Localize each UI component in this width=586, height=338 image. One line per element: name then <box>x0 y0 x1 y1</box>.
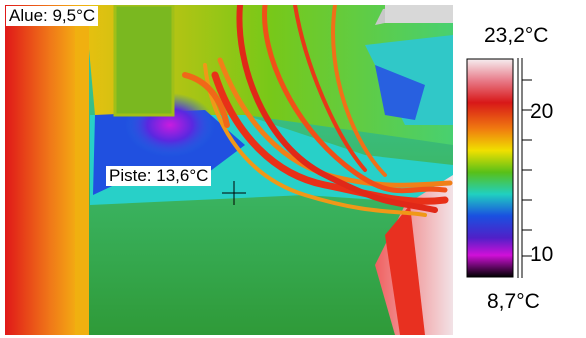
scale-tick-label: 20 <box>530 100 554 123</box>
thermal-image <box>5 5 453 335</box>
scale-tick-label: 10 <box>530 243 554 266</box>
spot-temperature-label: Piste: 13,6°C <box>106 166 212 186</box>
scale-min-temperature: 8,7°C <box>487 290 540 313</box>
spot-crosshair-icon <box>222 181 246 205</box>
temperature-color-scale <box>466 58 532 278</box>
area-temperature-label: Alue: 9,5°C <box>6 6 99 26</box>
scale-max-temperature: 23,2°C <box>484 24 549 47</box>
